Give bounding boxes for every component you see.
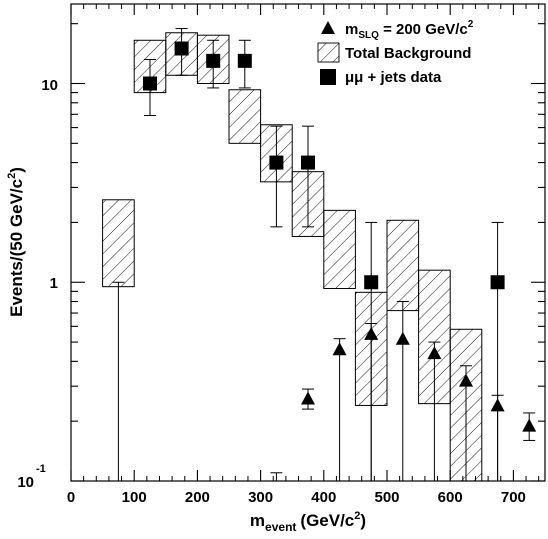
signal-triangle [364, 326, 379, 340]
data-square [237, 53, 252, 68]
data-square [301, 155, 315, 170]
data-square [364, 275, 379, 290]
data-square [269, 155, 284, 170]
x-tick-labels: 0 100 200 300 400 500 600 700 [67, 489, 526, 506]
signal-triangle [490, 398, 505, 412]
legend-data-label: μμ + jets data [345, 69, 442, 86]
x-tick-label: 100 [122, 489, 147, 506]
signal-triangle [395, 331, 410, 345]
x-tick-label: 500 [374, 489, 399, 506]
signal-triangle [332, 342, 347, 356]
background-box [323, 209, 356, 290]
signal-triangle [427, 346, 442, 360]
legend: mSLQ = 200 GeV/c2 Total Background μμ + … [317, 19, 474, 86]
x-tick-label: 700 [501, 489, 526, 506]
data-square [206, 53, 221, 68]
plot-frame [70, 3, 546, 482]
x-tick-label: 400 [311, 489, 336, 506]
legend-signal-label: mSLQ = 200 GeV/c2 [345, 19, 474, 41]
x-tick-label: 300 [248, 489, 273, 506]
y-axis-label: Events/(50 GeV/c2) [6, 167, 26, 317]
data-markers [143, 41, 537, 432]
y-tick-label-0.1-exponent: -1 [36, 463, 46, 475]
signal-triangle [301, 391, 315, 405]
signal-triangle [522, 418, 537, 432]
legend-square-symbol [320, 69, 336, 85]
legend-background-label: Total Background [345, 45, 471, 62]
y-tick-label-0.1: 10 [17, 474, 34, 491]
x-tick-label: 600 [438, 489, 463, 506]
x-tick-label: 200 [185, 489, 210, 506]
background-box [228, 89, 262, 144]
y-tick-label-10: 10 [41, 77, 58, 94]
legend-triangle-symbol [321, 21, 335, 34]
data-square [490, 275, 505, 290]
legend-hatched-box-symbol [317, 42, 340, 63]
background-boxes [102, 32, 483, 482]
y-tick-label-1: 1 [50, 275, 58, 292]
background-box [102, 199, 135, 288]
background-box [386, 219, 420, 312]
signal-triangle [459, 373, 473, 387]
data-square [174, 41, 189, 56]
x-tick-label: 0 [67, 489, 75, 506]
data-square [143, 76, 157, 91]
x-axis-label: mevent (GeV/c2) [250, 510, 366, 534]
